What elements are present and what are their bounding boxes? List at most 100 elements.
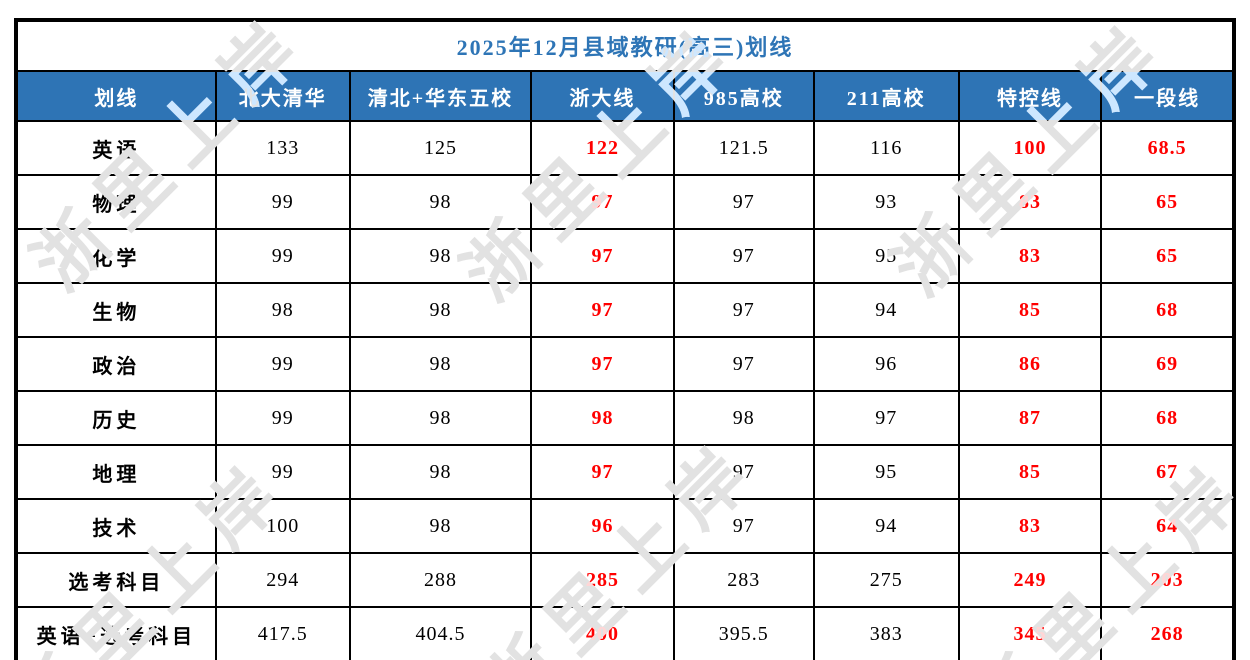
table-row: 历史 99 98 98 98 97 87 68 (15, 390, 1235, 446)
score-cell: 294 (214, 552, 351, 608)
table-row: 地理 99 98 97 97 95 85 67 (15, 444, 1235, 500)
score-cell: 99 (214, 228, 351, 284)
score-cell: 99 (214, 390, 351, 446)
score-cell: 122 (530, 120, 675, 176)
row-label: 生物 (15, 282, 217, 338)
row-label: 技术 (15, 498, 217, 554)
score-cell: 87 (957, 390, 1103, 446)
column-header-5: 985高校 (672, 70, 815, 122)
score-cell: 100 (214, 498, 351, 554)
score-cell: 249 (957, 552, 1103, 608)
score-cell: 65 (1100, 228, 1235, 284)
score-cell: 285 (530, 552, 675, 608)
score-cell: 98 (214, 282, 351, 338)
score-cell: 97 (672, 498, 815, 554)
score-cell: 383 (812, 606, 960, 660)
table-title: 2025年12月县域教研(高三)划线 (16, 20, 1234, 72)
table-row: 英语 133 125 122 121.5 116 100 68.5 (15, 120, 1235, 176)
cutoff-lines-table: 2025年12月县域教研(高三)划线 划线 北大清华 清北+华东五校 浙大线 985高校… (14, 18, 1236, 660)
column-header-7: 特控线 (957, 70, 1103, 122)
score-cell: 95 (812, 444, 960, 500)
score-cell: 68 (1100, 390, 1235, 446)
score-cell: 69 (1100, 336, 1235, 392)
table-row: 生物 98 98 97 97 94 85 68 (15, 282, 1235, 338)
score-cell: 283 (672, 552, 815, 608)
row-label: 政治 (15, 336, 217, 392)
score-cell: 98 (348, 336, 533, 392)
score-cell: 83 (957, 498, 1103, 554)
score-cell: 133 (214, 120, 351, 176)
score-cell: 116 (812, 120, 960, 176)
row-label: 历史 (15, 390, 217, 446)
table-row: 英语+选考科目 417.5 404.5 400 395.5 383 345 268 (15, 606, 1235, 660)
score-cell: 83 (957, 174, 1103, 230)
score-cell: 98 (348, 174, 533, 230)
row-label: 选考科目 (15, 552, 217, 608)
row-label: 英语 (15, 120, 217, 176)
score-cell: 97 (672, 336, 815, 392)
score-cell: 417.5 (214, 606, 351, 660)
score-cell: 97 (672, 282, 815, 338)
score-cell: 85 (957, 282, 1103, 338)
score-cell: 288 (348, 552, 533, 608)
column-header-2: 北大清华 (214, 70, 351, 122)
header-row: 划线 北大清华 清北+华东五校 浙大线 985高校 211高校 特控线 一段线 (15, 70, 1235, 122)
score-cell: 99 (214, 444, 351, 500)
score-cell: 97 (812, 390, 960, 446)
score-cell: 68 (1100, 282, 1235, 338)
row-label: 英语+选考科目 (15, 606, 217, 660)
row-label: 化学 (15, 228, 217, 284)
score-cell: 345 (957, 606, 1103, 660)
column-header-4: 浙大线 (530, 70, 675, 122)
score-cell: 98 (348, 498, 533, 554)
column-header-6: 211高校 (812, 70, 960, 122)
table-row: 物理 99 98 97 97 93 83 65 (15, 174, 1235, 230)
score-cell: 94 (812, 498, 960, 554)
score-cell: 100 (957, 120, 1103, 176)
score-cell: 64 (1100, 498, 1235, 554)
score-cell: 97 (530, 228, 675, 284)
column-header-8: 一段线 (1100, 70, 1235, 122)
score-cell: 98 (348, 444, 533, 500)
score-cell: 97 (530, 444, 675, 500)
score-cell: 65 (1100, 174, 1235, 230)
score-cell: 96 (812, 336, 960, 392)
score-cell: 83 (957, 228, 1103, 284)
score-cell: 97 (530, 282, 675, 338)
table-row: 技术 100 98 96 97 94 83 64 (15, 498, 1235, 554)
score-cell: 97 (672, 444, 815, 500)
score-cell: 95 (812, 228, 960, 284)
score-cell: 98 (530, 390, 675, 446)
score-cell: 125 (348, 120, 533, 176)
score-cell: 404.5 (348, 606, 533, 660)
score-cell: 99 (214, 174, 351, 230)
score-cell: 86 (957, 336, 1103, 392)
column-header-1: 划线 (15, 70, 217, 122)
score-cell: 98 (348, 228, 533, 284)
score-cell: 97 (672, 174, 815, 230)
score-cell: 93 (812, 174, 960, 230)
score-cell: 67 (1100, 444, 1235, 500)
score-cell: 395.5 (672, 606, 815, 660)
row-label: 物理 (15, 174, 217, 230)
title-row: 2025年12月县域教研(高三)划线 (16, 20, 1234, 72)
score-cell: 85 (957, 444, 1103, 500)
score-cell: 275 (812, 552, 960, 608)
row-label: 地理 (15, 444, 217, 500)
table-row: 化学 99 98 97 97 95 83 65 (15, 228, 1235, 284)
score-cell: 98 (348, 282, 533, 338)
score-cell: 97 (672, 228, 815, 284)
score-cell: 96 (530, 498, 675, 554)
score-cell: 97 (530, 174, 675, 230)
score-cell: 268 (1100, 606, 1235, 660)
score-cell: 94 (812, 282, 960, 338)
score-table: 2025年12月县域教研(高三)划线 划线 北大清华 清北+华东五校 浙大线 985高校… (14, 18, 1236, 660)
table-row: 选考科目 294 288 285 283 275 249 203 (15, 552, 1235, 608)
table-row: 政治 99 98 97 97 96 86 69 (15, 336, 1235, 392)
score-cell: 99 (214, 336, 351, 392)
score-cell: 98 (672, 390, 815, 446)
score-cell: 97 (530, 336, 675, 392)
column-header-3: 清北+华东五校 (348, 70, 533, 122)
score-cell: 400 (530, 606, 675, 660)
